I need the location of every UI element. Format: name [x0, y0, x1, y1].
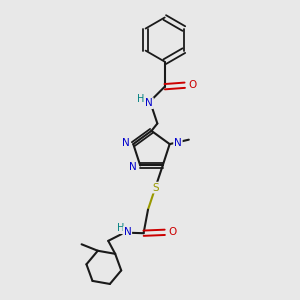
- Text: N: N: [122, 138, 130, 148]
- Text: O: O: [188, 80, 196, 90]
- Text: O: O: [168, 227, 176, 237]
- Text: S: S: [152, 183, 159, 193]
- Text: N: N: [124, 227, 131, 237]
- Text: N: N: [145, 98, 153, 108]
- Text: N: N: [129, 162, 136, 172]
- Text: N: N: [174, 138, 182, 148]
- Text: H: H: [117, 223, 124, 233]
- Text: H: H: [137, 94, 144, 104]
